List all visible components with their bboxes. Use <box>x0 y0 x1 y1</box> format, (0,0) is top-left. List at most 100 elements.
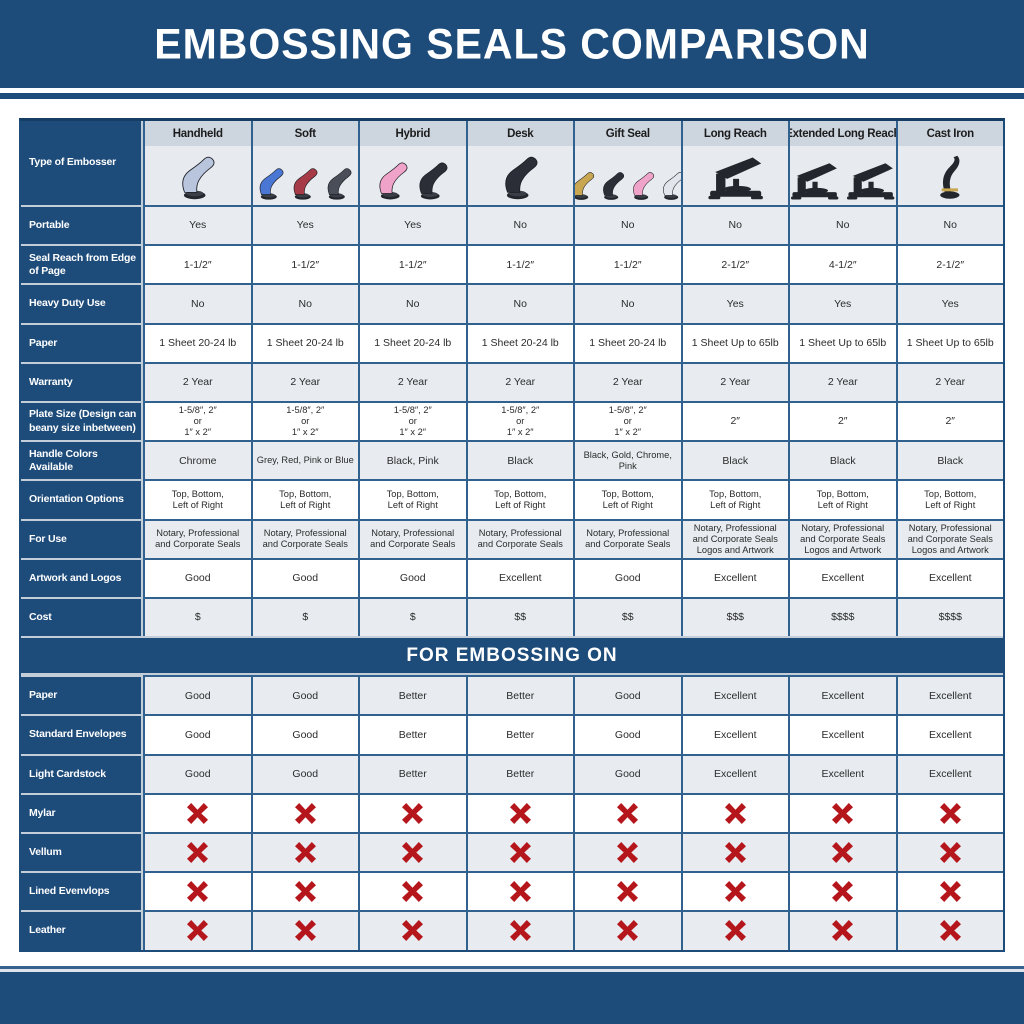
red-x-icon <box>832 881 854 903</box>
spec-cell-plate-size-design-can-beany-size-inbetween-cast-iron: 2″ <box>895 400 1003 441</box>
spec-cell-paper-gift-seal: 1 Sheet 20-24 lb <box>573 322 681 362</box>
soft-embosser-image-unit <box>323 167 355 201</box>
red-x-icon <box>402 802 424 824</box>
embossing-cell-leather-cast-iron <box>895 910 1003 950</box>
spec-cell-plate-size-design-can-beany-size-inbetween-soft: 1-5/8″, 2″ or 1″ x 2″ <box>250 400 358 441</box>
embossing-cell-standard-envelopes-hybrid: Better <box>358 714 466 754</box>
embossing-cell-paper-cast-iron: Excellent <box>895 675 1003 715</box>
red-x-icon <box>617 920 639 942</box>
red-x-icon <box>832 842 854 864</box>
gift-seal-embosser-image-unit <box>659 171 681 201</box>
column-header-hybrid: Hybrid <box>358 121 466 205</box>
spec-cell-cost-hybrid: $ <box>358 596 466 637</box>
spec-cell-seal-reach-from-edge-of-page-gift-seal: 1-1/2″ <box>573 244 681 284</box>
column-title-gift-seal: Gift Seal <box>575 121 681 146</box>
red-x-icon <box>187 802 209 824</box>
cast-iron-embosser-image-unit <box>935 155 965 201</box>
spec-cell-artwork-and-logos-soft: Good <box>250 557 358 597</box>
red-x-icon <box>939 802 961 824</box>
embossing-cell-leather-hybrid <box>358 910 466 950</box>
column-title-hybrid: Hybrid <box>360 121 466 146</box>
red-x-icon <box>617 842 639 864</box>
column-header-gift-seal: Gift Seal <box>573 121 681 205</box>
spec-cell-handle-colors-available-long-reach: Black <box>680 440 788 480</box>
red-x-icon <box>402 920 424 942</box>
embossing-cell-leather-extended-long-reach <box>788 910 896 950</box>
embossing-cell-light-cardstock-long-reach: Excellent <box>680 753 788 793</box>
long-reach-embosser-image <box>682 146 788 205</box>
spec-row-label-heavy-duty-use: Heavy Duty Use <box>21 283 143 323</box>
red-x-icon <box>617 881 639 903</box>
spec-cell-artwork-and-logos-hybrid: Good <box>358 557 466 597</box>
embossing-cell-vellum-extended-long-reach <box>788 832 896 872</box>
embossing-row-label-light-cardstock: Light Cardstock <box>21 753 143 793</box>
embossing-cell-light-cardstock-handheld: Good <box>143 753 251 793</box>
spec-cell-cost-soft: $ <box>250 596 358 637</box>
soft-embosser-image-unit <box>255 167 287 201</box>
column-title-handheld: Handheld <box>145 121 251 146</box>
embossing-cell-mylar-gift-seal <box>573 792 681 832</box>
red-x-icon <box>939 881 961 903</box>
embossing-cell-light-cardstock-gift-seal: Good <box>573 753 681 793</box>
embossing-cell-paper-extended-long-reach: Excellent <box>788 675 896 715</box>
spec-cell-plate-size-design-can-beany-size-inbetween-handheld: 1-5/8″, 2″ or 1″ x 2″ <box>143 400 251 441</box>
embossing-row-label-vellum: Vellum <box>21 832 143 872</box>
footer-blue-band <box>0 972 1024 1024</box>
embossing-cell-vellum-desk <box>465 832 573 872</box>
type-of-embosser-label: Type of Embosser <box>21 121 143 205</box>
footer-band <box>0 966 1024 1024</box>
spec-cell-plate-size-design-can-beany-size-inbetween-hybrid: 1-5/8″, 2″ or 1″ x 2″ <box>358 400 466 441</box>
spec-row-label-plate-size-design-can-beany-size-inbetween: Plate Size (Design can beany size inbetw… <box>21 400 143 441</box>
spec-row-label-handle-colors-available: Handle Colors Available <box>21 440 143 480</box>
column-title-desk: Desk <box>467 121 573 146</box>
column-title-soft: Soft <box>252 121 358 146</box>
red-x-icon <box>509 842 531 864</box>
spec-cell-paper-extended-long-reach: 1 Sheet Up to 65lb <box>788 322 896 362</box>
extended-long-reach-embosser-image-unit <box>844 161 896 201</box>
red-x-icon <box>939 842 961 864</box>
spec-cell-handle-colors-available-soft: Grey, Red, Pink or Blue <box>250 440 358 480</box>
spec-cell-heavy-duty-use-desk: No <box>465 283 573 323</box>
embossing-cell-paper-desk: Better <box>465 675 573 715</box>
spec-cell-heavy-duty-use-cast-iron: Yes <box>895 283 1003 323</box>
embossing-cell-paper-hybrid: Better <box>358 675 466 715</box>
spec-cell-handle-colors-available-handheld: Chrome <box>143 440 251 480</box>
spec-cell-artwork-and-logos-extended-long-reach: Excellent <box>788 557 896 597</box>
spec-cell-seal-reach-from-edge-of-page-long-reach: 2-1/2″ <box>680 244 788 284</box>
spec-cell-orientation-options-cast-iron: Top, Bottom, Left of Right <box>895 479 1003 519</box>
embossing-cell-standard-envelopes-handheld: Good <box>143 714 251 754</box>
spec-cell-portable-extended-long-reach: No <box>788 205 896 245</box>
cast-iron-embosser-image <box>897 146 1003 205</box>
soft-embosser-image-unit <box>289 167 321 201</box>
spec-row-label-orientation-options: Orientation Options <box>21 479 143 519</box>
spec-cell-cost-handheld: $ <box>143 596 251 637</box>
page-title: EMBOSSING SEALS COMPARISON <box>154 19 870 68</box>
embossing-cell-mylar-cast-iron <box>895 792 1003 832</box>
spec-cell-seal-reach-from-edge-of-page-hybrid: 1-1/2″ <box>358 244 466 284</box>
spec-cell-warranty-handheld: 2 Year <box>143 361 251 401</box>
embossing-cell-standard-envelopes-gift-seal: Good <box>573 714 681 754</box>
desk-embosser-image-unit <box>499 155 542 201</box>
red-x-icon <box>724 842 746 864</box>
footer-line-thin <box>0 966 1024 969</box>
spec-cell-warranty-desk: 2 Year <box>465 361 573 401</box>
spec-row-label-seal-reach-from-edge-of-page: Seal Reach from Edge of Page <box>21 244 143 284</box>
embossing-cell-leather-gift-seal <box>573 910 681 950</box>
embossing-cell-vellum-cast-iron <box>895 832 1003 872</box>
spec-cell-artwork-and-logos-cast-iron: Excellent <box>895 557 1003 597</box>
red-x-icon <box>402 842 424 864</box>
red-x-icon <box>294 802 316 824</box>
embossing-cell-vellum-gift-seal <box>573 832 681 872</box>
spec-cell-handle-colors-available-hybrid: Black, Pink <box>358 440 466 480</box>
spec-cell-cost-gift-seal: $$ <box>573 596 681 637</box>
spec-row-label-warranty: Warranty <box>21 361 143 401</box>
embossing-cell-standard-envelopes-extended-long-reach: Excellent <box>788 714 896 754</box>
spec-cell-paper-soft: 1 Sheet 20-24 lb <box>250 322 358 362</box>
red-x-icon <box>187 842 209 864</box>
spec-cell-paper-handheld: 1 Sheet 20-24 lb <box>143 322 251 362</box>
footer-line-light <box>0 969 1024 972</box>
embossing-cell-lined-evenvlops-soft <box>250 871 358 911</box>
embossing-cell-light-cardstock-extended-long-reach: Excellent <box>788 753 896 793</box>
embossing-cell-leather-soft <box>250 910 358 950</box>
red-x-icon <box>832 802 854 824</box>
